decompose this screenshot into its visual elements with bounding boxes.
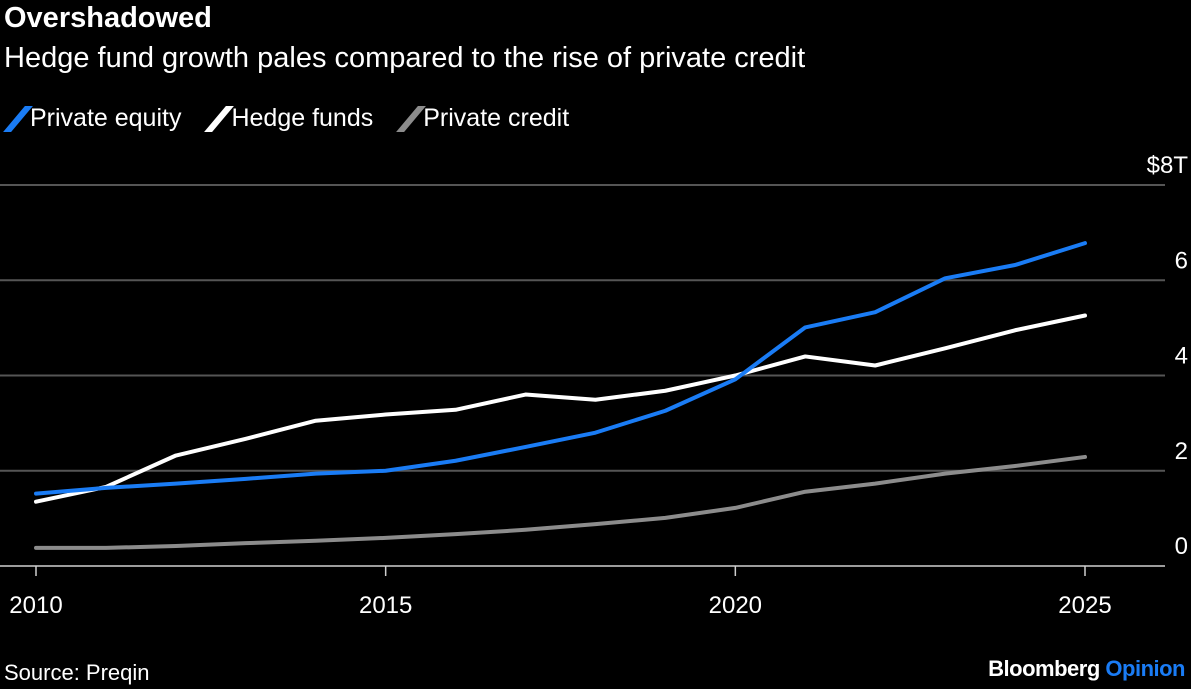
logo-text: Bloomberg [988, 656, 1100, 681]
legend-label: Private credit [423, 104, 570, 132]
legend-item-hedge-funds: Hedge funds [204, 104, 374, 133]
series-line-hedge-funds [34, 313, 1087, 504]
series-line-private-equity [34, 241, 1087, 496]
y-tick-label: $8T [1147, 152, 1189, 179]
legend-item-private-credit: Private credit [396, 104, 570, 133]
y-tick-label: 0 [1175, 533, 1188, 560]
source-note: Source: Preqin [4, 660, 150, 685]
series-line-private-credit [34, 454, 1087, 550]
y-tick-label: 2 [1175, 438, 1188, 465]
x-tick-label: 2010 [9, 592, 62, 619]
chart-subtitle: Hedge fund growth pales compared to the … [4, 42, 806, 74]
bloomberg-opinion-logo: Bloomberg Opinion [988, 656, 1185, 682]
legend-label: Private equity [30, 104, 182, 132]
x-tick-label: 2020 [709, 592, 762, 619]
x-tick-label: 2025 [1058, 592, 1111, 619]
legend: Private equity Hedge funds Private credi… [3, 104, 570, 133]
legend-item-private-equity: Private equity [3, 104, 182, 133]
legend-label: Hedge funds [231, 104, 374, 132]
x-tick-label: 2015 [359, 592, 412, 619]
logo-accent: Opinion [1105, 656, 1185, 681]
y-tick-label: 6 [1175, 247, 1188, 274]
chart-title: Overshadowed [4, 2, 212, 34]
y-tick-label: 4 [1175, 343, 1188, 370]
